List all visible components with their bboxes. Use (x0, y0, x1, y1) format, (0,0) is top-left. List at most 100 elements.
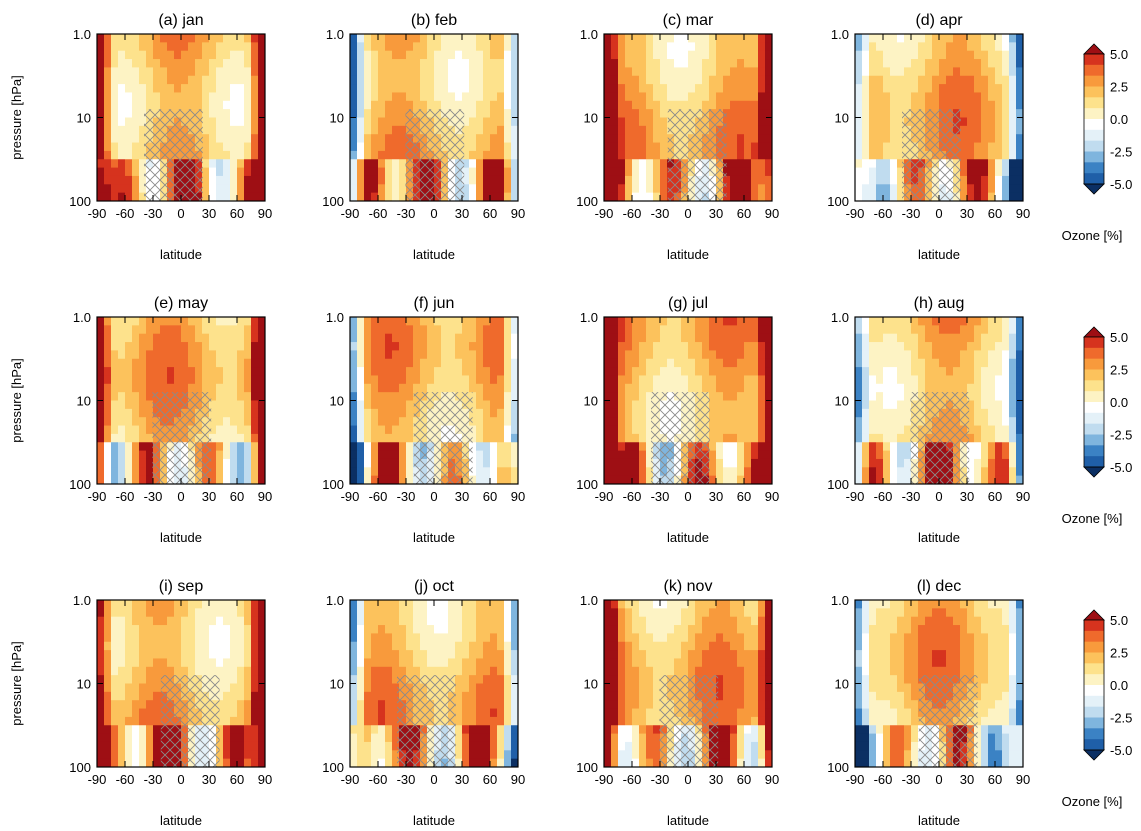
field-cell (967, 325, 975, 335)
field-cell (125, 109, 133, 118)
field-cell (625, 175, 633, 185)
field-cell (258, 42, 266, 52)
field-cell (230, 367, 238, 376)
field-cell (230, 317, 238, 326)
field-cell (258, 92, 266, 102)
field-cell (357, 142, 365, 152)
field-cell (960, 117, 968, 127)
field-cell (160, 350, 168, 360)
field-cell (490, 325, 498, 335)
field-cell (258, 467, 266, 477)
x-tick-label: 90 (258, 206, 272, 221)
field-cell (904, 317, 912, 326)
field-cell (497, 100, 505, 110)
field-cell (490, 59, 498, 68)
field-cell (167, 342, 175, 351)
x-tick-label: -90 (341, 489, 360, 504)
field-cell (385, 75, 393, 85)
field-cell (862, 450, 870, 460)
field-cell (350, 758, 358, 768)
field-cell (230, 658, 238, 668)
field-cell (1009, 150, 1017, 160)
field-cell (371, 100, 379, 110)
field-cell (378, 159, 386, 169)
field-cell (469, 442, 477, 452)
field-cell (890, 125, 898, 135)
field-cell (237, 641, 245, 651)
field-cell (385, 683, 393, 693)
field-cell (625, 109, 633, 118)
field-cell (420, 383, 428, 393)
field-cell (483, 442, 491, 452)
field-cell (195, 383, 203, 393)
field-cell (653, 92, 661, 102)
field-cell (667, 325, 675, 335)
field-cell (399, 425, 407, 435)
field-cell (995, 467, 1003, 477)
field-cell (125, 608, 133, 618)
field-cell (604, 375, 612, 385)
field-cell (251, 134, 259, 144)
field-cell (932, 342, 940, 351)
field-cell (869, 175, 877, 185)
field-cell (371, 708, 379, 718)
field-cell (258, 342, 266, 351)
field-cell (420, 358, 428, 368)
x-tick-label: 60 (483, 206, 497, 221)
field-cell (441, 342, 449, 351)
field-cell (209, 59, 217, 68)
field-cell (967, 159, 975, 169)
field-cell (258, 417, 266, 427)
field-cell (490, 184, 498, 194)
field-cell (925, 358, 933, 368)
field-cell (744, 350, 752, 360)
field-cell (1002, 392, 1010, 401)
field-cell (251, 92, 259, 102)
field-cell (967, 142, 975, 152)
field-cell (406, 367, 414, 376)
field-cell (244, 100, 252, 110)
field-cell (125, 159, 133, 169)
field-cell (883, 92, 891, 102)
field-cell (223, 633, 231, 643)
field-cell (737, 433, 745, 443)
field-cell (139, 84, 147, 93)
x-axis-label: latitude (160, 813, 202, 828)
field-cell (497, 417, 505, 427)
field-cell (111, 725, 119, 735)
field-cell (855, 150, 863, 160)
field-cell (960, 50, 968, 60)
field-cell (188, 641, 196, 651)
field-cell (357, 367, 365, 376)
field-cell (364, 408, 372, 418)
field-cell (153, 50, 161, 60)
field-cell (667, 358, 675, 368)
x-tick-label: 0 (177, 206, 184, 221)
field-cell (146, 383, 154, 393)
field-cell (981, 34, 989, 43)
field-cell (618, 67, 626, 77)
field-cell (195, 358, 203, 368)
field-cell (392, 84, 400, 93)
field-cell (911, 92, 919, 102)
field-cell (378, 683, 386, 693)
field-cell (455, 708, 463, 718)
field-cell (153, 358, 161, 368)
field-cell (932, 34, 940, 43)
field-cell (350, 425, 358, 435)
field-cell (350, 467, 358, 477)
field-cell (876, 400, 884, 410)
field-cell (350, 34, 358, 43)
field-cell (244, 159, 252, 169)
field-cell (258, 134, 266, 144)
field-cell (378, 150, 386, 160)
field-cell (378, 184, 386, 194)
field-cell (420, 650, 428, 659)
field-cell (974, 109, 982, 118)
field-cell (237, 117, 245, 127)
field-cell (406, 34, 414, 43)
field-cell (132, 625, 140, 634)
field-cell (97, 675, 105, 684)
field-cell (230, 408, 238, 418)
